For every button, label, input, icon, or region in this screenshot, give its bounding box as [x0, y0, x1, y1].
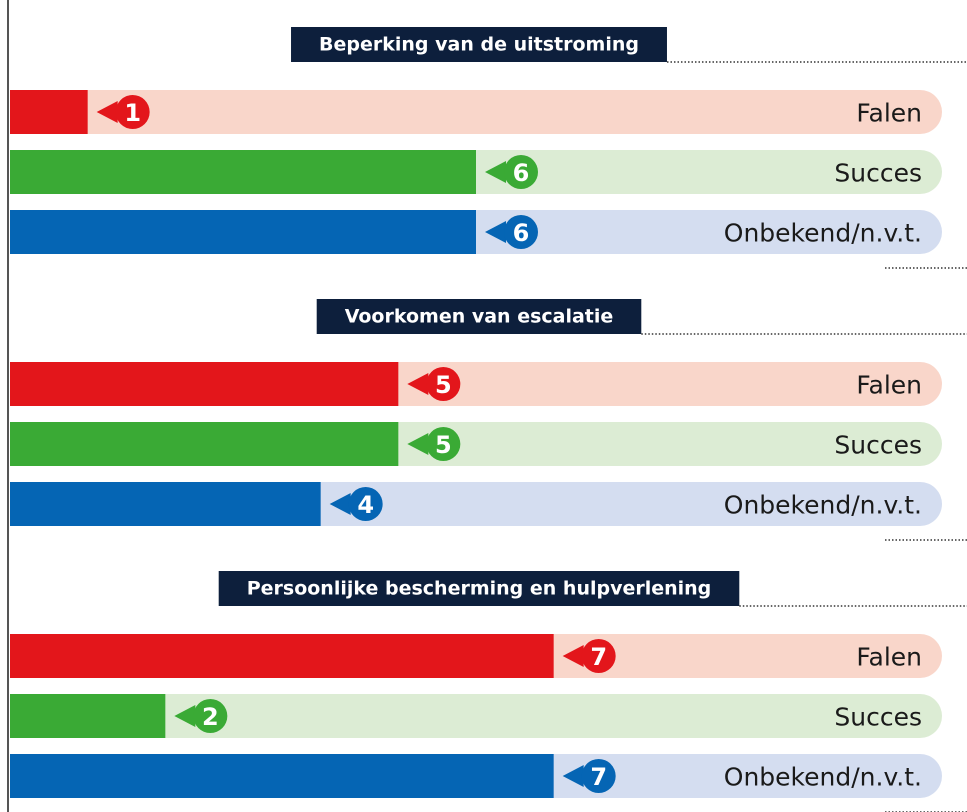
- pointer: [329, 493, 351, 515]
- value-label: 6: [513, 159, 530, 187]
- value-label: 7: [590, 643, 607, 671]
- value-badge: [504, 155, 538, 189]
- pointer: [96, 101, 118, 123]
- value-badge: [193, 699, 228, 733]
- value-badge: [581, 759, 616, 793]
- category-label: Falen: [856, 99, 922, 128]
- pointer: [407, 433, 429, 455]
- track: [10, 90, 942, 134]
- pointer: [562, 765, 584, 787]
- panel-title: Voorkomen van escalatie: [345, 306, 614, 328]
- category-label: Succes: [834, 159, 922, 188]
- bar: [10, 482, 321, 526]
- value-label: 7: [590, 763, 607, 791]
- category-label: Succes: [834, 431, 922, 460]
- value-badge: [426, 367, 461, 401]
- category-label: Falen: [856, 371, 922, 400]
- value-label: 5: [435, 371, 452, 399]
- bar: [10, 422, 399, 466]
- value-badge: [581, 639, 616, 673]
- bar: [10, 150, 476, 194]
- category-label: Falen: [856, 643, 922, 672]
- track: [10, 694, 942, 738]
- value-badge: [115, 95, 150, 129]
- bar: [10, 694, 166, 738]
- title-box: [291, 27, 667, 62]
- bar: [10, 634, 554, 678]
- value-badge: [348, 487, 383, 521]
- value-label: 1: [124, 99, 141, 127]
- value-label: 6: [513, 219, 530, 247]
- value-badge: [504, 215, 538, 249]
- category-label: Onbekend/n.v.t.: [724, 491, 922, 520]
- category-label: Succes: [834, 703, 922, 732]
- pointer: [562, 645, 584, 667]
- value-label: 5: [435, 431, 452, 459]
- category-label: Onbekend/n.v.t.: [724, 763, 922, 792]
- pointer: [174, 705, 196, 727]
- panel-title: Persoonlijke bescherming en hulpverlenin…: [247, 578, 712, 600]
- bar: [10, 90, 88, 134]
- value-label: 2: [202, 703, 219, 731]
- pointer: [485, 221, 506, 243]
- value-badge: [426, 427, 461, 461]
- panel-title: Beperking van de uitstroming: [319, 34, 639, 56]
- bar: [10, 362, 399, 406]
- bar: [10, 754, 554, 798]
- pointer: [485, 161, 506, 183]
- title-box: [218, 571, 740, 606]
- pointer: [407, 373, 429, 395]
- value-label: 4: [357, 491, 374, 519]
- category-label: Onbekend/n.v.t.: [724, 219, 922, 248]
- title-box: [316, 299, 642, 334]
- bar: [10, 210, 476, 254]
